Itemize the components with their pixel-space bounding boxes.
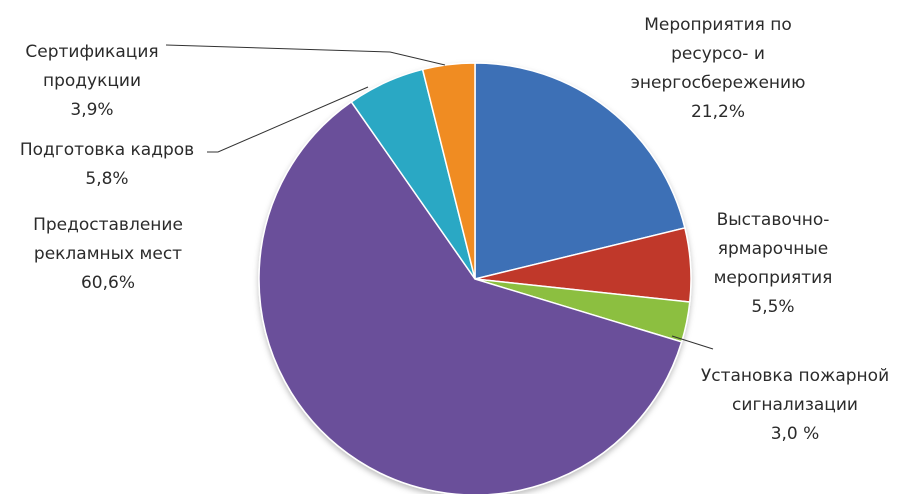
slice-label-line: ресурсо- и (671, 44, 765, 64)
slice-label-line: Сертификация (25, 42, 158, 62)
slice-label-line: 3,9% (70, 100, 113, 120)
slice-label-line: 3,0 % (771, 424, 820, 444)
pie-slice-advertising-space (258, 100, 683, 496)
slice-label-line: продукции (43, 71, 141, 91)
slice-label-line: Установка пожарной (701, 366, 889, 386)
slice-label-line: Мероприятия по (644, 15, 792, 35)
pie-slice-certification (421, 62, 476, 280)
leader-line-staff-training (207, 86, 369, 153)
slice-label-staff-training: Подготовка кадров 5,8% (20, 140, 194, 189)
leader-line-fire-alarm (671, 335, 714, 350)
slice-label-line: энергосбережению (631, 73, 806, 93)
slice-label-line: рекламных мест (34, 244, 182, 264)
slice-label-line: 5,5% (751, 297, 794, 317)
pie-slices (258, 62, 692, 496)
slice-labels: Мероприятия по ресурсо- и энергосбережению… (20, 15, 889, 444)
slice-label-line: сигнализации (732, 395, 858, 415)
slice-label-fire-alarm: Установка пожарной сигнализации 3,0 % (701, 366, 889, 444)
slice-label-line: 60,6% (81, 273, 135, 293)
slice-label-exhibition: Выставочно-ярмарочные мероприятия 5,5% (714, 210, 833, 317)
leader-lines (165, 44, 714, 350)
slice-label-line: 5,8% (85, 169, 128, 189)
slice-label-line: Предоставление (33, 215, 183, 235)
pie-slice-energy-saving (474, 62, 686, 280)
slice-label-certification: Сертификация продукции 3,9% (25, 42, 158, 120)
slice-label-energy-saving: Мероприятия по ресурсо- и энергосбережению… (631, 15, 806, 122)
slice-label-advertising-space: Предоставление рекламных мест 60,6% (33, 215, 183, 293)
slice-label-line: 21,2% (691, 102, 745, 122)
slice-label-line: Выставочно- (717, 210, 830, 230)
slice-label-line: мероприятия (714, 268, 833, 288)
slice-label-line: ярмарочные (718, 239, 829, 259)
slice-label-line: Подготовка кадров (20, 140, 194, 160)
leader-line-certification (165, 44, 446, 66)
